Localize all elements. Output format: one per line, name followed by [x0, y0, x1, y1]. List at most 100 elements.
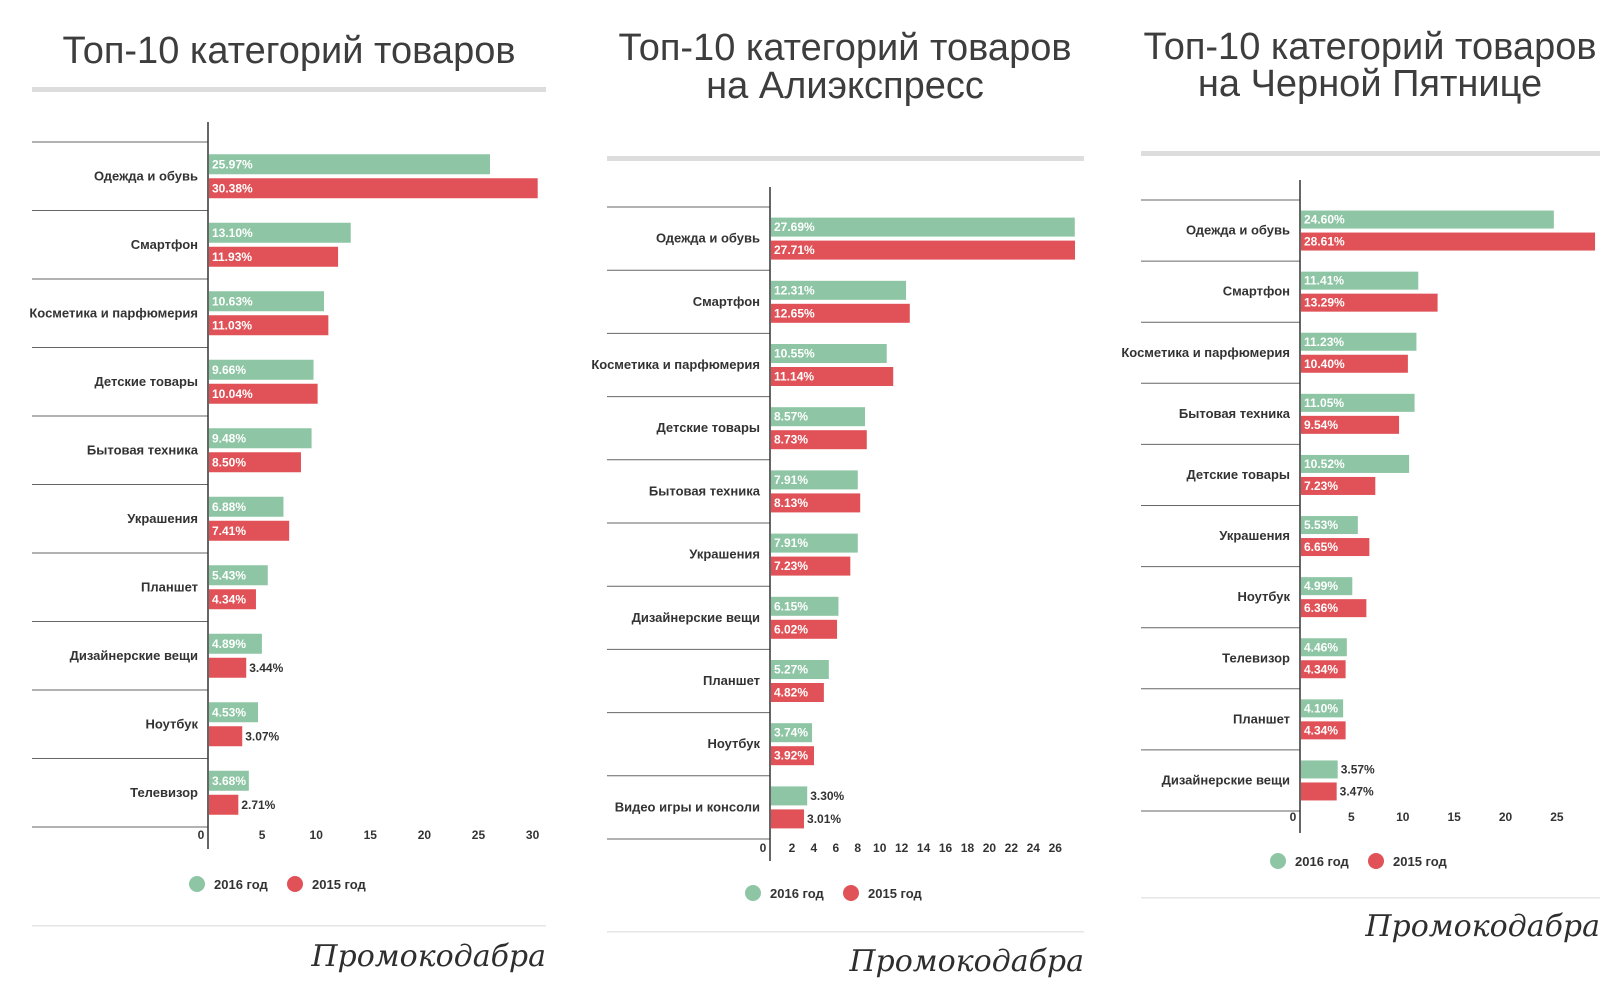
data-label-2015: 7.23% — [1304, 479, 1338, 493]
bar-2016 — [1301, 271, 1419, 290]
data-label-2015: 3.01% — [807, 812, 841, 826]
category-label: Детские товары — [95, 374, 198, 389]
legend-marker-2016 — [745, 885, 761, 901]
x-tick-label: 15 — [1447, 810, 1461, 824]
data-label-2015: 6.36% — [1304, 601, 1338, 615]
category-label: Бытовая техника — [649, 483, 761, 498]
data-label-2016: 4.89% — [212, 637, 246, 651]
data-label-2015: 7.23% — [774, 559, 808, 573]
legend-label-2016: 2016 год — [1295, 854, 1350, 869]
x-tick-label: 6 — [832, 841, 839, 855]
data-label-2016: 10.52% — [1304, 457, 1345, 471]
legend-label-2016: 2016 год — [214, 877, 269, 892]
category-label: Ноутбук — [145, 716, 198, 731]
bar-2015 — [1301, 721, 1346, 740]
data-label-2015: 4.34% — [212, 592, 246, 606]
legend-label-2015: 2015 год — [312, 877, 367, 892]
bar-2015 — [1301, 782, 1337, 801]
category-label: Одежда и обувь — [94, 168, 198, 183]
category-label: Одежда и обувь — [656, 231, 760, 246]
bar-2015 — [1301, 599, 1367, 618]
bar-2015 — [209, 794, 239, 815]
bar-2016 — [209, 154, 490, 175]
x-tick-label: 15 — [364, 828, 378, 842]
bar-2016 — [1301, 332, 1417, 351]
x-tick-label: 0 — [760, 841, 767, 855]
bar-2016 — [209, 565, 268, 586]
x-tick-label: 18 — [961, 841, 975, 855]
x-tick-label: 4 — [811, 841, 818, 855]
data-label-2015: 8.50% — [212, 455, 246, 469]
brand-logo: Промокодабра — [848, 944, 1084, 979]
data-label-2015: 8.13% — [774, 496, 808, 510]
x-tick-label: 2 — [789, 841, 796, 855]
category-label: Телевизор — [1222, 650, 1290, 665]
x-tick-label: 22 — [1005, 841, 1019, 855]
footer-rule — [1141, 897, 1600, 899]
bar-2015 — [771, 619, 838, 639]
category-label: Косметика и парфюмерия — [29, 305, 198, 320]
brand-logo: Промокодабра — [1364, 909, 1600, 944]
data-label-2015: 6.65% — [1304, 540, 1338, 554]
bar-2016 — [1301, 393, 1415, 412]
data-label-2015: 2.71% — [241, 798, 275, 812]
bar-2015 — [1301, 476, 1376, 495]
bar-2015 — [1301, 232, 1596, 251]
category-label: Бытовая техника — [1179, 406, 1291, 421]
category-label: Детские товары — [1187, 467, 1290, 482]
title-underline — [1141, 151, 1600, 156]
x-tick-label: 5 — [1348, 810, 1355, 824]
data-label-2015: 11.14% — [774, 370, 814, 384]
category-label: Дизайнерские вещи — [70, 648, 198, 663]
bar-2016 — [1301, 760, 1338, 779]
data-label-2016: 3.68% — [212, 774, 246, 788]
data-label-2015: 12.65% — [774, 306, 815, 320]
data-label-2016: 9.48% — [212, 431, 246, 445]
chart-title-line: на Алиэкспресс — [706, 65, 984, 107]
data-label-2016: 7.91% — [774, 473, 808, 487]
bar-2016 — [209, 496, 284, 517]
category-label: Одежда и обувь — [1186, 223, 1290, 238]
bar-2015 — [771, 809, 805, 829]
x-tick-label: 25 — [1550, 810, 1564, 824]
x-tick-label: 20 — [418, 828, 432, 842]
data-label-2015: 8.73% — [774, 433, 808, 447]
category-label: Смартфон — [1223, 284, 1290, 299]
data-label-2016: 13.10% — [212, 226, 253, 240]
bar-2016 — [209, 291, 325, 312]
category-label: Планшет — [703, 673, 760, 688]
x-tick-label: 14 — [917, 841, 931, 855]
category-label: Планшет — [1233, 711, 1290, 726]
x-tick-label: 5 — [259, 828, 266, 842]
bar-2016 — [771, 533, 858, 553]
bar-2015 — [209, 452, 301, 473]
x-tick-label: 0 — [198, 828, 205, 842]
bar-2016 — [771, 280, 907, 300]
category-label: Смартфон — [131, 237, 198, 252]
data-label-2015: 3.44% — [249, 661, 283, 675]
data-label-2015: 28.61% — [1304, 235, 1345, 249]
x-tick-label: 20 — [1499, 810, 1513, 824]
bar-2015 — [1301, 354, 1408, 373]
data-label-2015: 7.41% — [212, 524, 246, 538]
bar-2016 — [771, 344, 887, 363]
data-label-2016: 11.23% — [1304, 335, 1344, 349]
x-tick-label: 26 — [1049, 841, 1063, 855]
x-tick-label: 10 — [310, 828, 324, 842]
legend-marker-2015 — [1368, 853, 1384, 869]
bar-2016 — [771, 786, 808, 806]
data-label-2016: 3.57% — [1341, 762, 1375, 776]
data-label-2015: 3.47% — [1340, 784, 1374, 798]
data-label-2015: 11.93% — [212, 250, 252, 264]
bar-2016 — [209, 633, 262, 654]
legend-label-2015: 2015 год — [868, 886, 923, 901]
bar-2015 — [209, 726, 243, 747]
bar-2015 — [771, 683, 824, 702]
bar-2015 — [209, 315, 329, 336]
category-label: Косметика и парфюмерия — [591, 357, 760, 372]
data-label-2016: 10.55% — [774, 347, 815, 361]
category-label: Украшения — [1219, 528, 1290, 543]
bar-2016 — [209, 428, 312, 449]
